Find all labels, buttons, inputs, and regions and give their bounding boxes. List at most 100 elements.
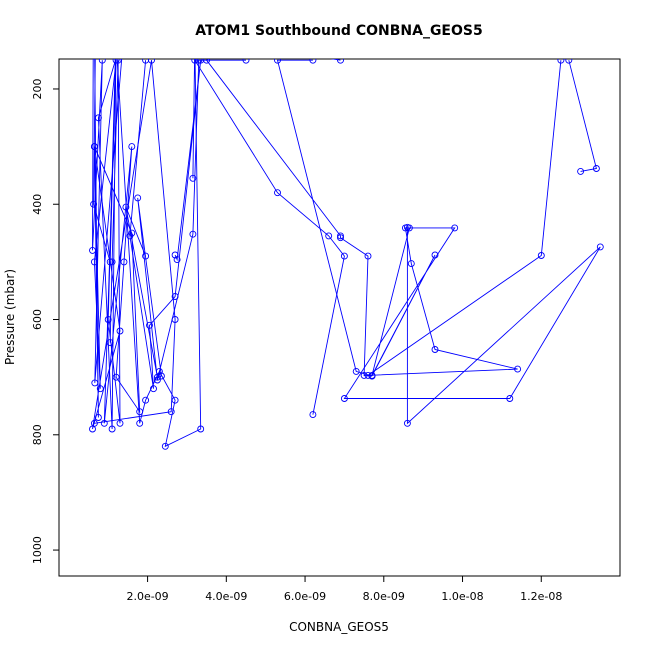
data-point [337,59,344,64]
series-line [343,60,601,425]
x-tick-label: 1.2e-08 [520,590,562,603]
data-point [114,59,122,64]
data-point [106,258,114,266]
data-point [364,252,372,260]
data-point [161,442,169,450]
data-point [96,385,104,393]
data-point [325,232,333,240]
data-point [171,396,179,404]
series-line [92,59,123,430]
x-axis: 2.0e-09 4.0e-09 6.0e-09 8.0e-09 1.0e-08 1.2e-… [126,576,562,603]
plot-frame [58,58,621,577]
data-point [128,143,136,151]
data-point [203,59,211,64]
data-point [557,59,565,64]
data-point [274,59,281,64]
data-point [120,258,128,266]
data-point [91,379,99,387]
data-point [173,256,181,264]
data-point [451,224,459,232]
data-point [122,203,130,211]
data-point [337,234,344,242]
data-point [112,373,120,381]
data-point [108,425,116,433]
data-point [242,59,250,64]
y-axis: 200 400 600 800 1000 [31,78,59,564]
data-point [431,346,439,353]
data-point [340,395,348,402]
data-point [352,367,360,375]
y-tick-label: 200 [31,78,44,99]
data-point [100,419,108,427]
data-point [126,232,134,240]
data-point [106,339,114,347]
data-point [401,224,409,232]
data-point [136,419,144,427]
data-point [309,411,317,419]
data-point [191,59,199,64]
data-point [104,316,112,323]
data-point [167,408,175,416]
data-point [431,251,439,259]
data-point [337,232,344,240]
series-line [92,59,176,430]
data-point [108,258,116,266]
data-point [189,230,197,238]
data-point [514,365,522,373]
data-point [98,59,106,64]
series-line [129,60,202,389]
data-point [142,396,150,404]
data-point [407,260,415,268]
x-tick-label: 8.0e-09 [363,590,405,603]
series-line [93,59,202,448]
series-line [568,60,597,172]
x-tick-label: 6.0e-09 [284,590,326,603]
data-point [309,59,317,64]
data-point [364,371,372,379]
data-point [94,414,102,421]
data-point [116,327,124,335]
y-axis-label: Pressure (mbar) [3,269,17,365]
y-tick-label: 600 [31,309,44,330]
x-tick-label: 4.0e-09 [205,590,247,603]
data-point [153,373,161,381]
data-point [596,243,604,251]
data-point [403,419,411,427]
data-point [116,419,124,427]
data-point [171,293,179,300]
data-point [368,371,376,379]
data-point [506,395,514,402]
data-point [565,59,573,64]
y-tick-label: 1000 [31,536,44,564]
data-point [592,165,600,172]
data-point [94,114,102,122]
data-point [146,321,153,329]
data-point [171,251,179,259]
chart-title: ATOM1 Southbound CONBNA_GEOS5 [195,23,482,39]
data-point [142,252,150,260]
data-point [89,246,96,254]
x-tick-label: 1.0e-08 [441,590,483,603]
data-point [142,59,150,64]
data-point [157,372,165,380]
data-point [340,252,348,260]
data-point [360,371,368,379]
y-tick-label: 400 [31,194,44,215]
y-tick-label: 800 [31,424,44,445]
series-line [125,60,200,381]
data-point [150,385,157,393]
x-tick-label: 2.0e-09 [126,590,168,603]
data-point [537,252,545,259]
data-point [90,419,98,427]
data-point [577,167,585,175]
series-line [205,59,373,377]
plot-area [89,59,604,450]
data-point [134,194,142,202]
data-point [153,376,161,384]
data-point [189,174,197,182]
data-point [90,200,98,208]
data-point [197,425,205,433]
data-point [274,189,281,197]
